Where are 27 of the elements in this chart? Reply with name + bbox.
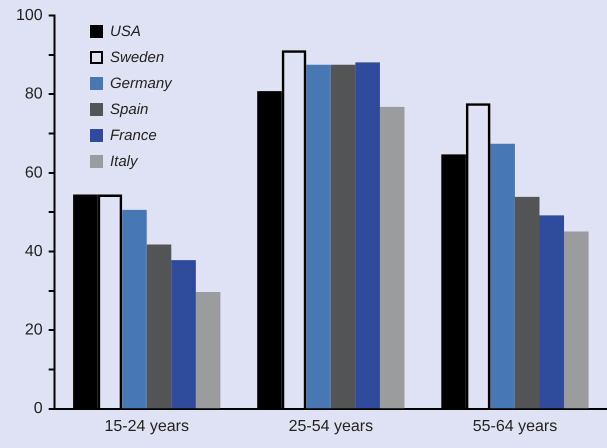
bar bbox=[380, 106, 404, 408]
y-tick-label: 80 bbox=[24, 86, 43, 103]
y-tick-label: 60 bbox=[24, 164, 43, 182]
y-tick-label: 20 bbox=[24, 322, 43, 339]
bar bbox=[171, 260, 196, 408]
x-tick-label: 15-24 years bbox=[104, 418, 189, 435]
x-tick-label: 25-54 years bbox=[288, 418, 374, 435]
bar bbox=[490, 144, 515, 408]
legend-label: Sweden bbox=[110, 48, 164, 66]
bar bbox=[539, 215, 564, 408]
bar bbox=[146, 244, 172, 408]
legend-label: USA bbox=[110, 22, 141, 40]
legend-label: Italy bbox=[110, 152, 138, 170]
legend-label: France bbox=[110, 126, 157, 144]
y-tick-label: 0 bbox=[34, 400, 43, 418]
bar bbox=[514, 196, 540, 408]
y-tick-label: 100 bbox=[16, 7, 43, 24]
bar bbox=[330, 64, 356, 408]
y-tick-label: 40 bbox=[24, 242, 43, 260]
legend-label: Spain bbox=[110, 100, 148, 118]
bar bbox=[306, 64, 331, 408]
bar bbox=[355, 62, 380, 408]
x-tick-label: 55-64 years bbox=[472, 418, 558, 435]
bar bbox=[122, 210, 147, 408]
bar bbox=[564, 231, 589, 408]
bar bbox=[196, 292, 220, 408]
legend-label: Germany bbox=[110, 74, 172, 92]
